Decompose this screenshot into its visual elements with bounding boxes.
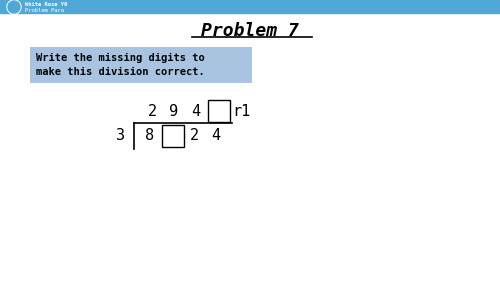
Text: make this division correct.: make this division correct. — [36, 67, 205, 77]
FancyBboxPatch shape — [30, 47, 252, 83]
Text: 2: 2 — [190, 128, 198, 144]
Bar — [0, 0, 500, 13]
Text: Problem Para: Problem Para — [25, 8, 64, 12]
Bar — [162, 125, 184, 147]
Text: r1: r1 — [232, 103, 250, 119]
Text: 4: 4 — [192, 103, 200, 119]
Text: Write the missing digits to: Write the missing digits to — [36, 53, 205, 63]
Text: 4: 4 — [212, 128, 220, 144]
Text: 8: 8 — [146, 128, 154, 144]
Circle shape — [7, 0, 21, 14]
Text: 2: 2 — [148, 103, 156, 119]
Text: Problem 7: Problem 7 — [201, 22, 299, 40]
Text: 9: 9 — [170, 103, 178, 119]
Bar — [208, 100, 230, 122]
Text: White Rose Y6: White Rose Y6 — [25, 3, 67, 8]
Text: 3: 3 — [116, 128, 126, 144]
Circle shape — [8, 1, 20, 13]
